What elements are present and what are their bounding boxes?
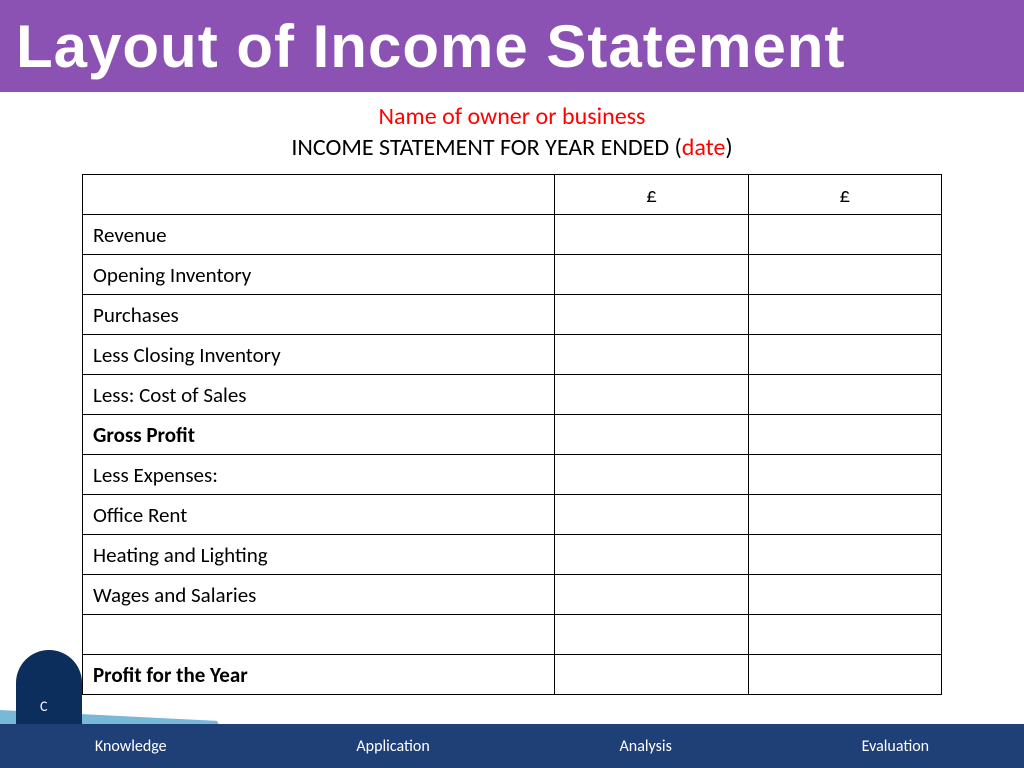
row-item-label: Less: Cost of Sales [83, 375, 555, 415]
table-row: Opening Inventory [83, 255, 942, 295]
subtitle-area: Name of owner or business INCOME STATEME… [0, 102, 1024, 162]
row-item-label [83, 615, 555, 655]
footer-item-evaluation: Evaluation [862, 737, 929, 756]
subtitle-date: date [682, 133, 726, 162]
footer-item-application: Application [356, 737, 429, 756]
row-amount1 [555, 255, 748, 295]
row-amount2 [748, 615, 941, 655]
income-table: £ £ RevenueOpening InventoryPurchasesLes… [82, 174, 942, 695]
row-amount2 [748, 255, 941, 295]
subtitle-statement: INCOME STATEMENT FOR YEAR ENDED (date) [0, 133, 1024, 162]
table-row: Revenue [83, 215, 942, 255]
row-amount1 [555, 455, 748, 495]
row-item-label: Gross Profit [83, 415, 555, 455]
table-row: Less Closing Inventory [83, 335, 942, 375]
table-row: Gross Profit [83, 415, 942, 455]
page-title: Layout of Income Statement [16, 12, 845, 81]
row-item-label: Revenue [83, 215, 555, 255]
table-row: Purchases [83, 295, 942, 335]
row-amount2 [748, 375, 941, 415]
row-amount1 [555, 575, 748, 615]
row-amount2 [748, 495, 941, 535]
table-row [83, 615, 942, 655]
row-amount2 [748, 655, 941, 695]
row-item-label: Profit for the Year [83, 655, 555, 695]
table-row: Wages and Salaries [83, 575, 942, 615]
row-amount1 [555, 535, 748, 575]
row-amount1 [555, 215, 748, 255]
table-row: Less Expenses: [83, 455, 942, 495]
footer-bar: Knowledge Application Analysis Evaluatio… [0, 724, 1024, 768]
row-amount1 [555, 375, 748, 415]
row-item-label: Heating and Lighting [83, 535, 555, 575]
row-amount2 [748, 415, 941, 455]
row-amount1 [555, 415, 748, 455]
row-amount2 [748, 455, 941, 495]
subtitle-suffix: ) [725, 133, 732, 162]
header-bar: Layout of Income Statement [0, 0, 1024, 92]
col-header-amount1: £ [555, 175, 748, 215]
col-header-amount2: £ [748, 175, 941, 215]
col-header-item [83, 175, 555, 215]
row-item-label: Purchases [83, 295, 555, 335]
row-amount2 [748, 215, 941, 255]
book-arch [16, 650, 82, 730]
row-item-label: Less Expenses: [83, 455, 555, 495]
subtitle-owner: Name of owner or business [0, 102, 1024, 131]
row-amount2 [748, 535, 941, 575]
footer-item-knowledge: Knowledge [95, 737, 167, 756]
table-body: RevenueOpening InventoryPurchasesLess Cl… [83, 215, 942, 695]
row-amount2 [748, 295, 941, 335]
table-header-row: £ £ [83, 175, 942, 215]
row-amount1 [555, 295, 748, 335]
subtitle-prefix: INCOME STATEMENT FOR YEAR ENDED ( [291, 133, 681, 162]
table-row: Profit for the Year [83, 655, 942, 695]
table-row: Office Rent [83, 495, 942, 535]
row-item-label: Less Closing Inventory [83, 335, 555, 375]
row-item-label: Wages and Salaries [83, 575, 555, 615]
income-table-wrap: £ £ RevenueOpening InventoryPurchasesLes… [82, 174, 942, 695]
row-amount1 [555, 655, 748, 695]
row-amount1 [555, 615, 748, 655]
book-letter: C [40, 698, 47, 715]
row-amount2 [748, 335, 941, 375]
row-amount1 [555, 335, 748, 375]
row-item-label: Opening Inventory [83, 255, 555, 295]
footer-item-analysis: Analysis [620, 737, 672, 756]
row-amount1 [555, 495, 748, 535]
row-amount2 [748, 575, 941, 615]
row-item-label: Office Rent [83, 495, 555, 535]
table-row: Heating and Lighting [83, 535, 942, 575]
table-row: Less: Cost of Sales [83, 375, 942, 415]
